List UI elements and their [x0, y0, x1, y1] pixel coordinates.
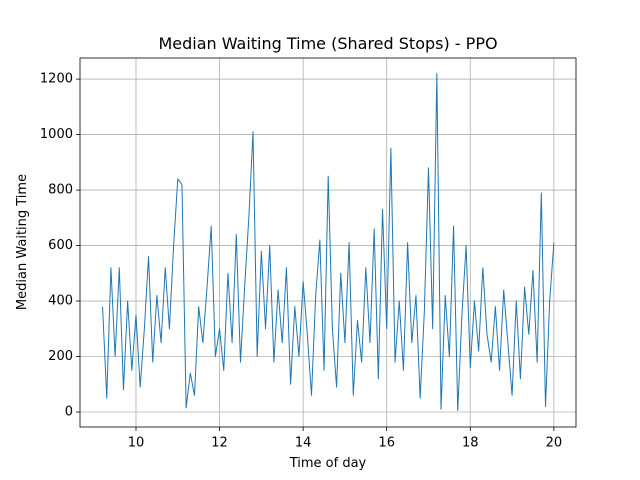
y-tick-label: 1000	[40, 127, 73, 142]
y-tick-label: 200	[48, 349, 73, 364]
y-tick-label: 800	[48, 183, 73, 198]
plot-frame	[79, 57, 577, 428]
x-tick-label: 12	[211, 436, 228, 451]
x-tick-label: 16	[378, 436, 395, 451]
x-tick-label: 14	[295, 436, 312, 451]
chart-title: Median Waiting Time (Shared Stops) - PPO	[158, 34, 497, 53]
y-tick-label: 600	[48, 238, 73, 253]
y-tick-label: 1200	[40, 72, 73, 87]
x-axis-label: Time of day	[289, 456, 367, 471]
y-tick-label: 0	[65, 405, 73, 420]
y-tick-label: 400	[48, 294, 73, 309]
x-tick-label: 18	[462, 436, 479, 451]
y-axis-label: Median Waiting Time	[15, 174, 30, 310]
x-tick-label: 10	[128, 436, 145, 451]
x-tick-label: 20	[546, 436, 563, 451]
line	[102, 73, 555, 412]
